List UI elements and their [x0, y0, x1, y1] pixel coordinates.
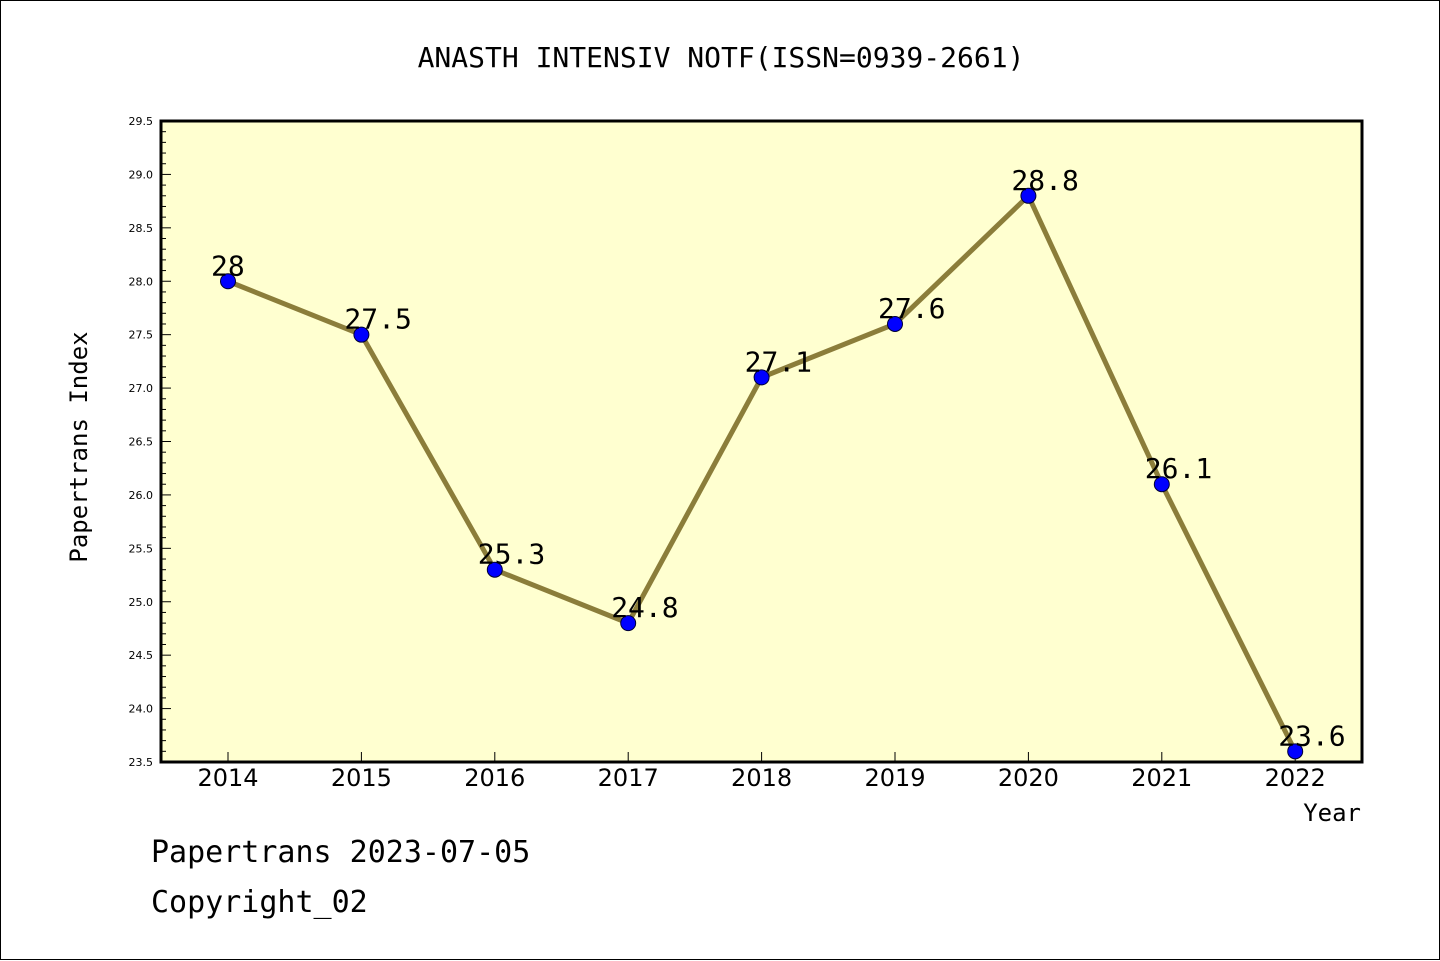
data-label: 24.8	[611, 591, 678, 624]
data-point	[353, 326, 370, 343]
data-point	[887, 315, 903, 332]
data-point	[220, 273, 236, 290]
y-tick-label: 24.5	[129, 649, 154, 662]
chart-title: ANASTH INTENSIV NOTF(ISSN=0939-2661)	[418, 41, 1025, 74]
y-tick-label: 25.0	[129, 596, 154, 609]
data-label: 25.3	[478, 538, 545, 571]
x-tick-label: 2016	[464, 764, 525, 792]
x-tick-label: 2017	[598, 764, 659, 792]
data-label: 28	[211, 249, 245, 282]
x-tick-label: 2021	[1131, 764, 1192, 792]
x-tick-label: 2018	[731, 764, 792, 792]
data-label: 27.5	[344, 303, 411, 336]
data-point	[1153, 476, 1170, 493]
x-tick-label: 2019	[864, 764, 925, 792]
data-label: 23.6	[1278, 719, 1345, 752]
data-label: 27.1	[745, 345, 812, 378]
footer-copyright: Copyright_02	[151, 885, 368, 920]
x-tick-label: 2014	[197, 764, 258, 792]
y-tick-label: 26.5	[129, 436, 154, 449]
data-label: 28.8	[1011, 164, 1078, 197]
data-label: 26.1	[1145, 452, 1212, 485]
y-tick-label: 27.5	[129, 329, 154, 342]
footer-date: Papertrans 2023-07-05	[151, 835, 531, 870]
y-axis: 23.5 24.0 24.5 25.0 25.5 26.0 26.5 27.0 27.5 28.0…	[129, 115, 171, 769]
y-axis-label: Papertrans Index	[65, 331, 93, 562]
plot-area	[161, 121, 1362, 762]
x-tick-label: 2022	[1265, 764, 1326, 792]
y-tick-label: 29.5	[129, 115, 154, 128]
y-tick-label: 26.0	[129, 489, 154, 502]
data-point	[1287, 743, 1304, 760]
data-label: 27.6	[878, 292, 945, 325]
y-tick-label: 28.0	[129, 275, 154, 288]
y-tick-label: 28.5	[129, 222, 154, 235]
data-point	[753, 369, 770, 386]
y-tick-label: 27.0	[129, 382, 154, 395]
data-point	[1020, 187, 1037, 204]
series-group: 28 27.5 25.3 24.8 27.1 27.6 28.8 26.1 23.6	[211, 164, 1346, 760]
x-tick-label: 2015	[331, 764, 392, 792]
y-tick-label: 25.5	[129, 542, 154, 555]
x-axis-label: Year	[1303, 799, 1361, 827]
y-tick-label: 29.0	[129, 168, 154, 181]
x-axis: 2014 2015 2016 2017 2018 2019 2020 2021 2022	[197, 752, 1326, 792]
data-point	[620, 615, 637, 632]
x-tick-label: 2020	[998, 764, 1059, 792]
plot-border	[159, 119, 1364, 764]
y-tick-label: 24.0	[129, 703, 154, 716]
y-tick-label: 23.5	[129, 756, 154, 769]
data-point	[486, 561, 503, 578]
